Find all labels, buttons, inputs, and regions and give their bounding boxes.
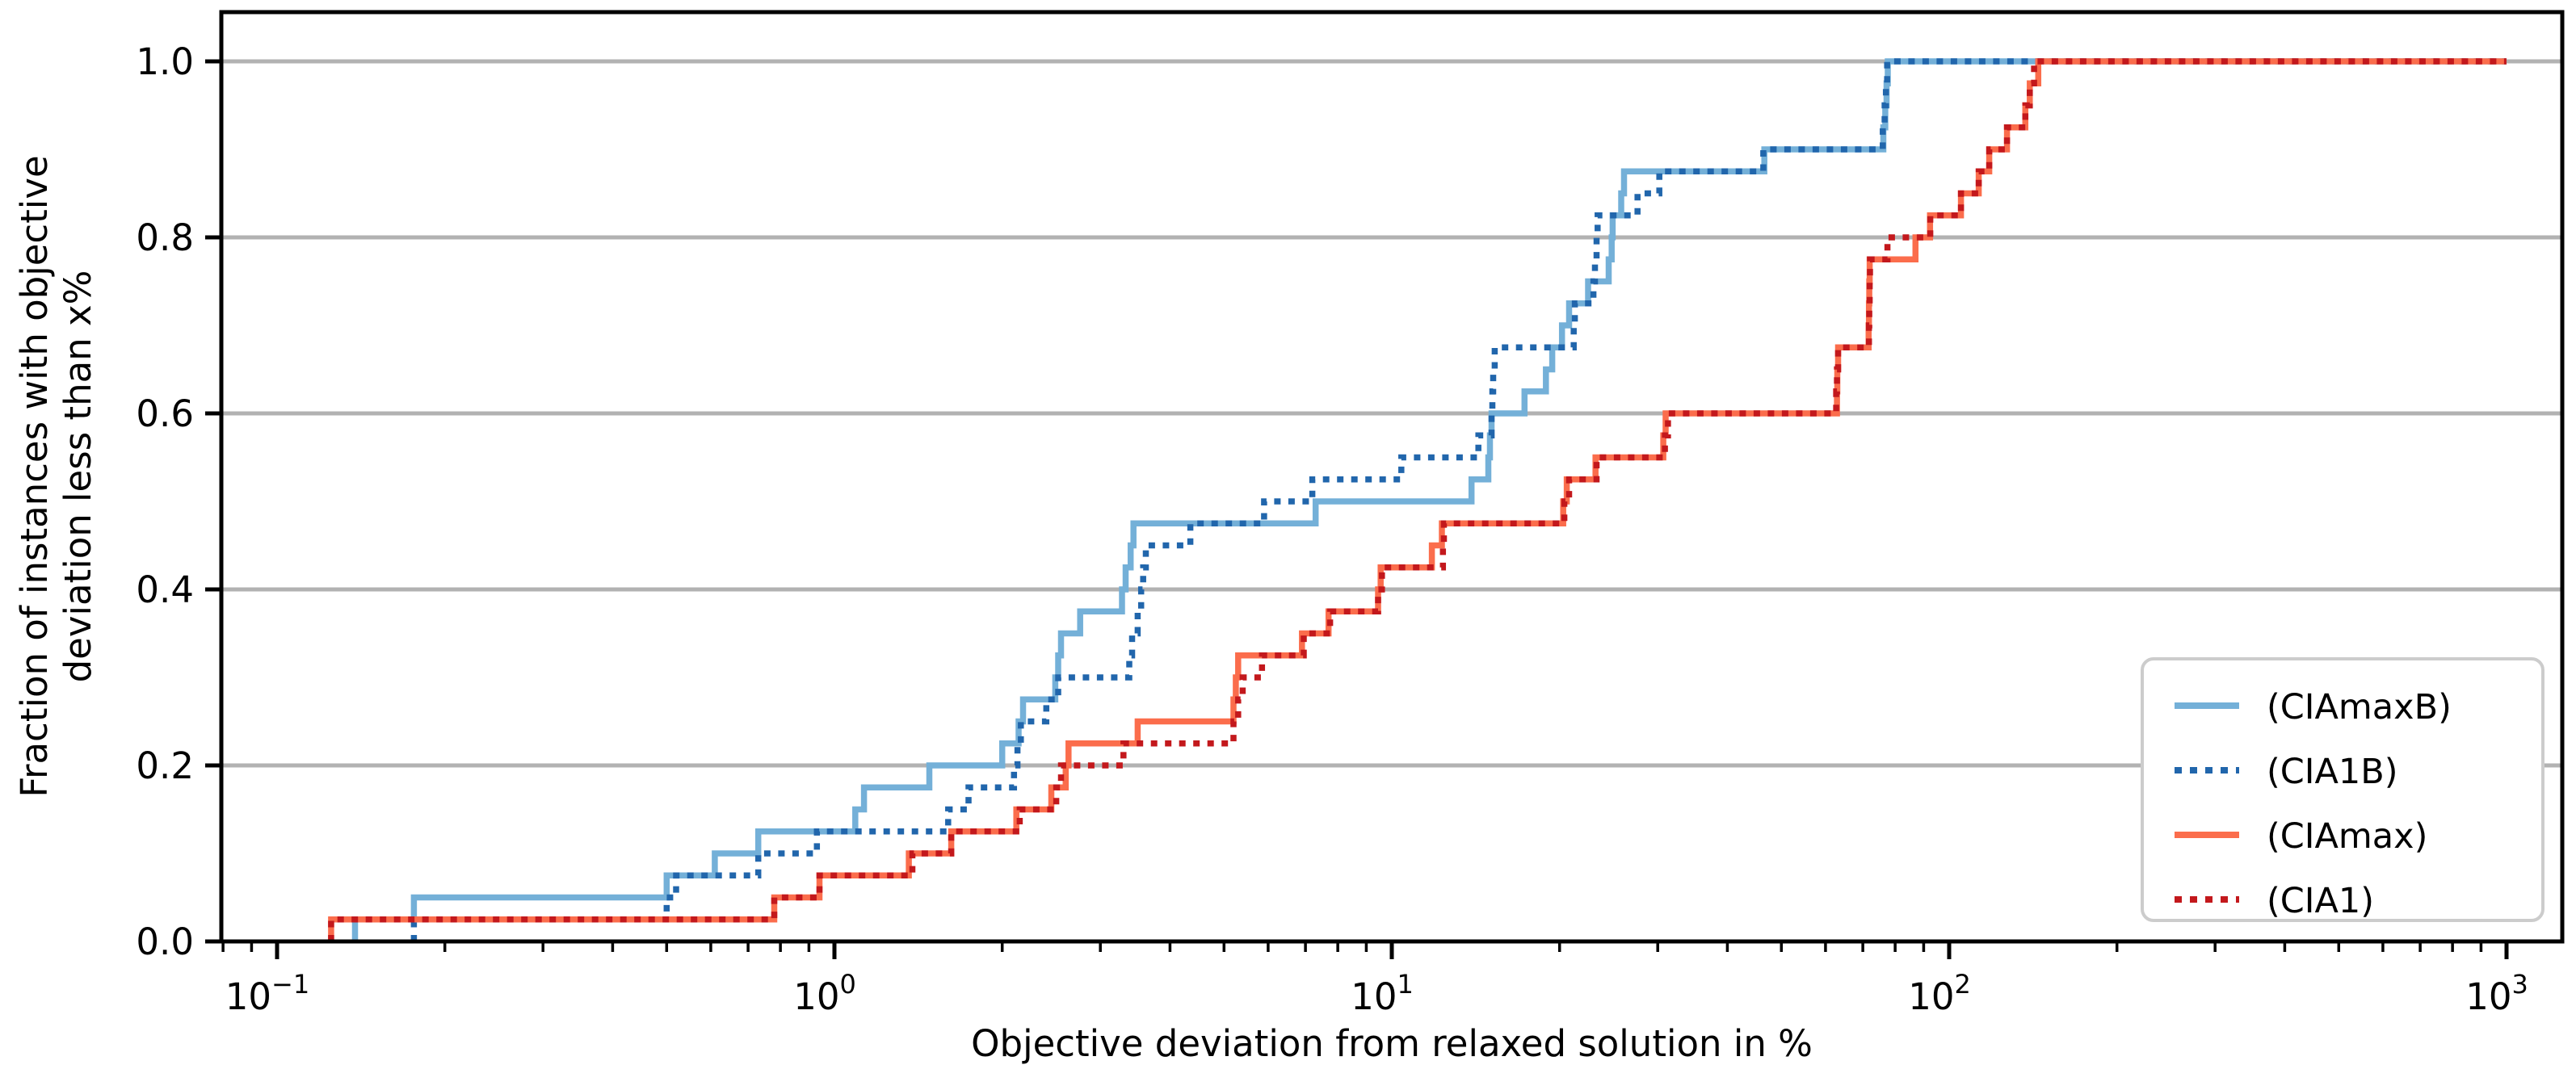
y-axis-label-line2: deviation less than x% [57,270,99,683]
legend-item-cia1b: (CIA1B) [2175,752,2398,792]
y-axis-label: Fraction of instances with objective dev… [13,155,99,797]
y-tick-label: 0.8 [136,216,194,259]
axis-ticks [205,59,2509,959]
x-tick-label: 100 [793,969,856,1018]
x-tick-label: 101 [1351,969,1414,1018]
y-axis-label-line1: Fraction of instances with objective [13,155,56,797]
legend-label-cia1b: (CIA1B) [2267,752,2398,792]
y-tick-label: 0.0 [136,920,194,963]
curve-cia1b [410,58,2507,941]
legend-item-ciamaxb: (CIAmaxB) [2175,687,2452,727]
legend-label-ciamaxb: (CIAmaxB) [2267,687,2452,727]
y-tick-label: 1.0 [136,40,194,83]
legend-label-ciamax: (CIAmax) [2267,816,2427,857]
x-tick-label: 102 [1908,969,1971,1018]
x-tick-label: 10−1 [225,969,309,1018]
legend: (CIAmaxB) (CIA1B) (CIAmax) (CIA1) [2141,657,2544,922]
y-tick-label: 0.6 [136,392,194,435]
x-axis-label: Objective deviation from relaxed solutio… [971,1022,1813,1065]
curve-cia1 [328,58,2507,941]
x-tick-label: 103 [2465,969,2528,1018]
x-tick-labels: 10−1 100 101 102 103 [225,969,2528,1018]
legend-label-cia1: (CIA1) [2267,881,2374,921]
legend-box [2141,657,2544,922]
y-tick-labels: 0.0 0.2 0.4 0.6 0.8 1.0 [136,40,194,963]
y-tick-label: 0.4 [136,568,194,611]
curve-ciamaxb [351,58,2507,941]
legend-item-ciamax: (CIAmax) [2175,816,2427,857]
legend-item-cia1: (CIA1) [2175,881,2374,921]
y-tick-label: 0.2 [136,744,194,787]
curves [328,58,2507,941]
